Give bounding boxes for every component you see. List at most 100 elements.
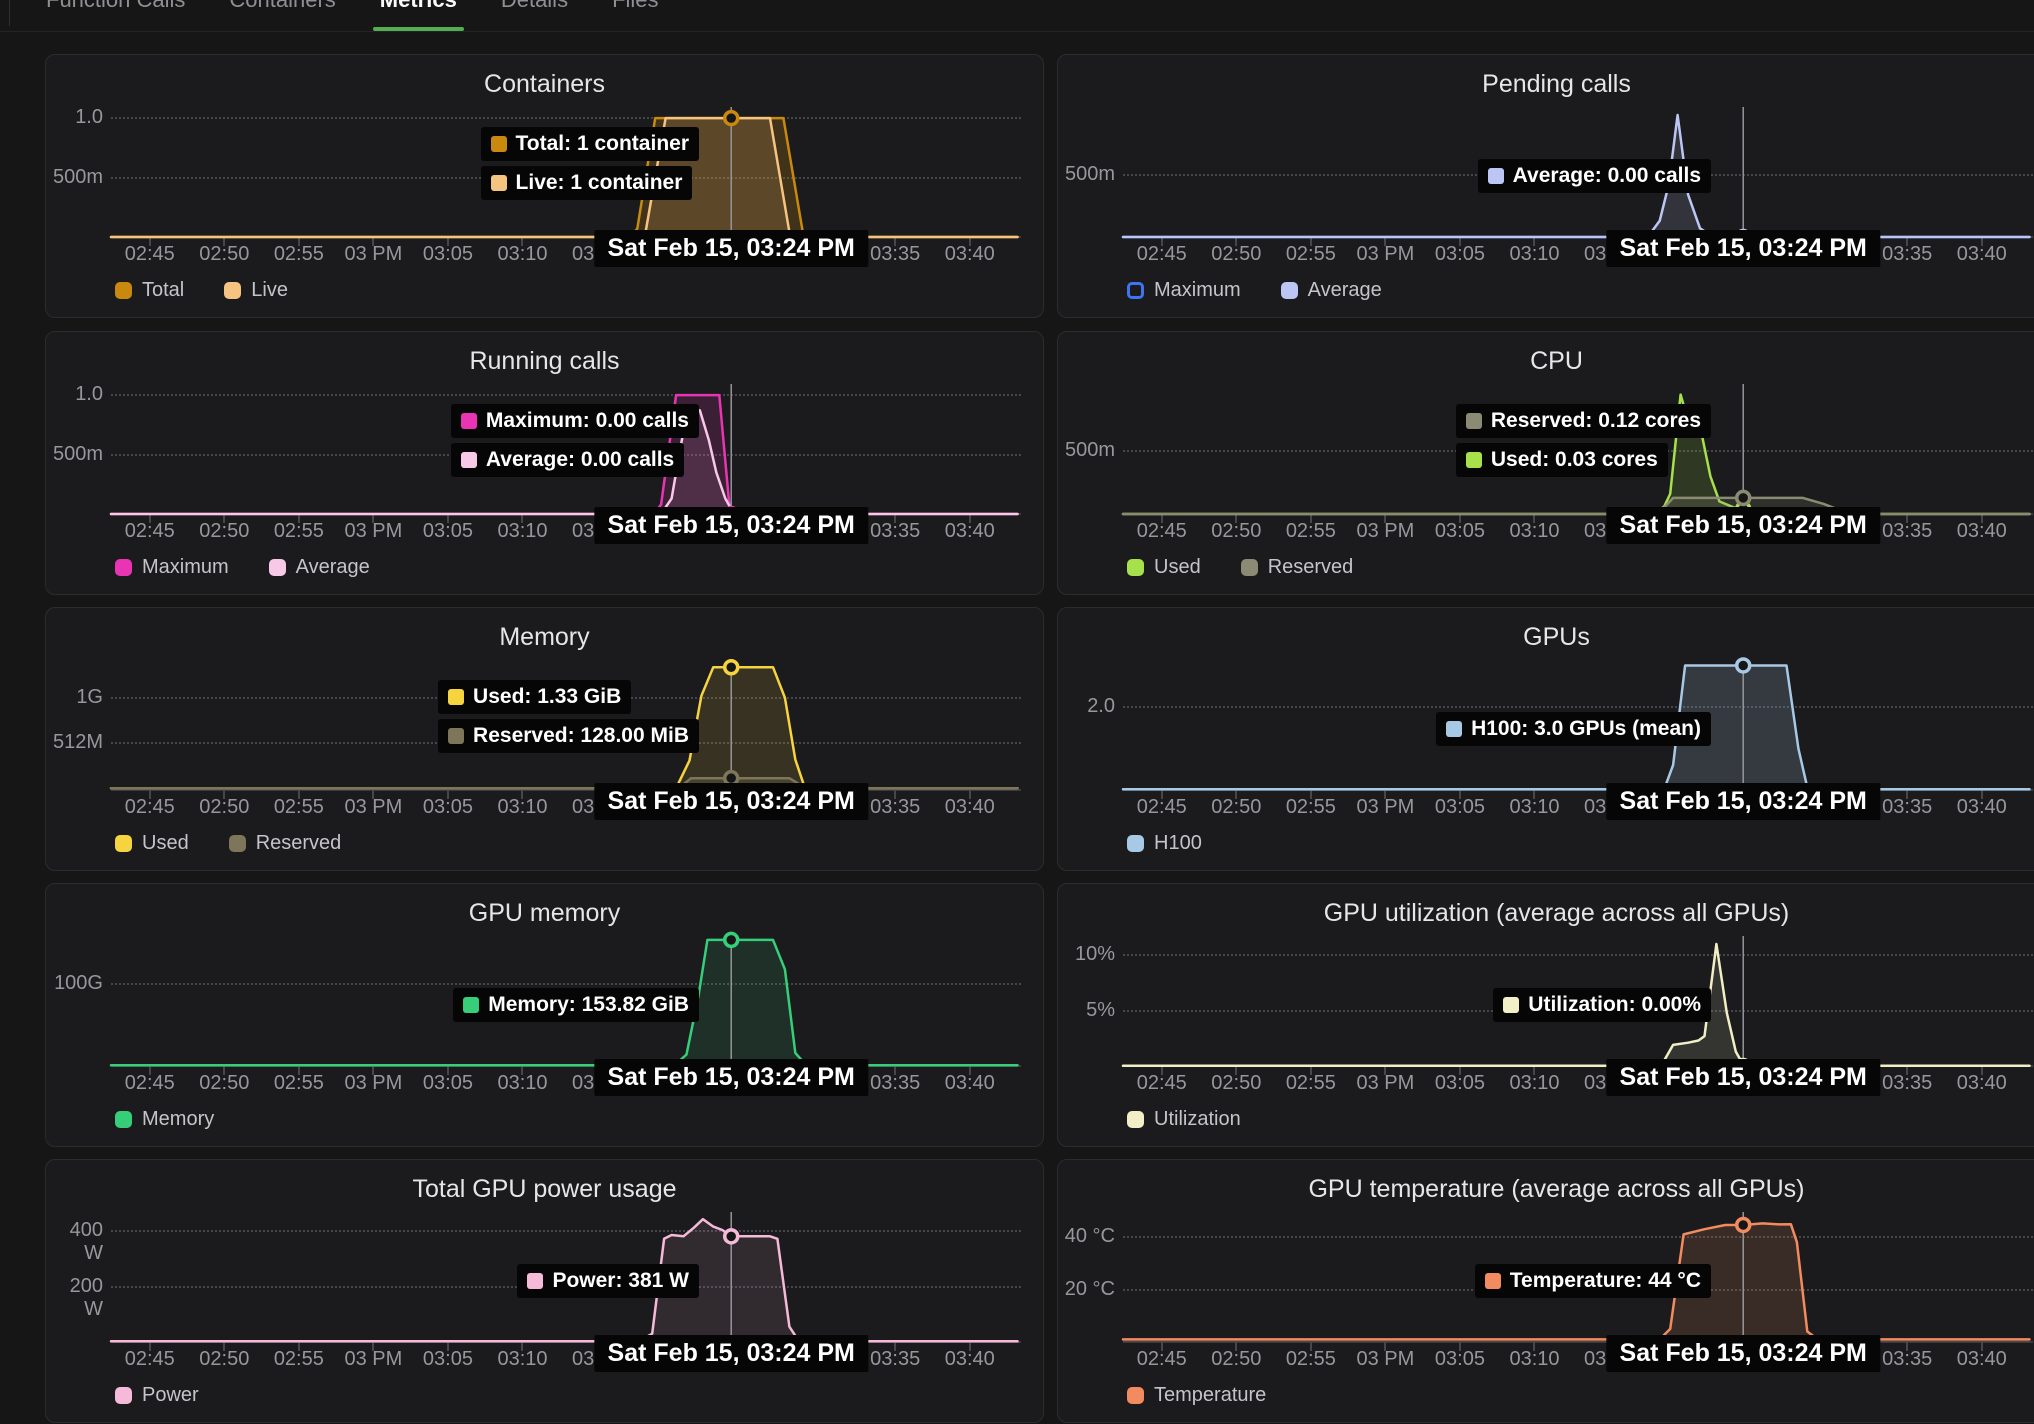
x-axis-label: 03:35 <box>1882 796 1933 818</box>
legend-item-average[interactable]: Average <box>268 556 370 579</box>
chart-tooltip-date: Sat Feb 15, 03:24 PM <box>1606 1059 1880 1096</box>
chart-legend: Maximum Average <box>115 556 370 579</box>
chart-panel-pending-calls: Pending calls 500m 02:45 02:50 02:55 03 PM 03… <box>1057 54 2034 318</box>
x-axis-tick <box>223 1342 226 1351</box>
x-axis-line <box>1123 1341 2033 1343</box>
legend-item-reserved[interactable]: Reserved <box>228 832 342 855</box>
series-area-memory <box>111 939 1018 1066</box>
tab-metrics[interactable]: Metrics <box>372 0 464 31</box>
x-axis-label: 02:55 <box>1285 243 1336 265</box>
chart-panel-gpu-memory: GPU memory 100G 02:45 02:50 02:55 03 PM 03:05… <box>45 883 1044 1147</box>
y-axis-label: 1.0 <box>75 106 103 129</box>
chart-panel-memory: Memory 1G 512M 02:45 02:50 02:55 03 PM 03:05 03… <box>45 607 1044 871</box>
chart-plot-area[interactable]: 1.0 500m 02:45 02:50 02:55 03 PM 03:05 03:10 03:… <box>46 332 1043 594</box>
chart-title: Total GPU power usage <box>412 1175 677 1203</box>
hover-marker-used <box>722 658 740 676</box>
x-axis-tick <box>148 1066 151 1075</box>
x-axis-tick <box>223 514 226 523</box>
x-axis-tick <box>968 1066 971 1075</box>
x-axis-label: 03:35 <box>870 796 921 818</box>
x-axis-label: 03:40 <box>944 796 995 818</box>
x-axis-label: 03:40 <box>1956 796 2007 818</box>
tab-files[interactable]: Files <box>612 0 658 31</box>
chart-legend: Power <box>115 1384 199 1407</box>
x-axis-label: 03 PM <box>344 1072 403 1094</box>
tooltip-row: Live: 1 container <box>480 166 693 200</box>
legend-item-reserved[interactable]: Reserved <box>1240 556 1353 579</box>
x-axis-tick <box>1980 1066 1983 1075</box>
x-axis-label: 02:55 <box>1285 796 1336 818</box>
x-axis-label: 03:10 <box>1509 796 1560 818</box>
legend-item-memory[interactable]: Memory <box>115 1108 214 1131</box>
x-axis-label: 02:50 <box>199 520 250 542</box>
tooltip-swatch-icon <box>460 452 477 468</box>
x-axis-label: 02:45 <box>1136 1072 1187 1094</box>
chart-tooltip-date: Sat Feb 15, 03:24 PM <box>594 1335 868 1372</box>
tab-list: Function Calls Containers Metrics Details Fi… <box>0 0 2034 31</box>
tab-function-calls[interactable]: Function Calls <box>46 0 185 31</box>
legend-label: Temperature <box>1154 1384 1267 1406</box>
x-axis-tick <box>1160 237 1163 246</box>
legend-label: Average <box>295 556 370 578</box>
x-axis-tick <box>1980 1342 1983 1351</box>
x-axis-label: 03:40 <box>1956 243 2007 265</box>
x-axis-label: 03 PM <box>344 243 403 265</box>
tab-details[interactable]: Details <box>501 0 568 31</box>
tab-label: Files <box>612 0 658 13</box>
x-axis-tick <box>1235 790 1238 799</box>
x-axis-label: 03:10 <box>497 243 548 265</box>
legend-item-maximum[interactable]: Maximum <box>1127 279 1241 302</box>
tab-label: Function Calls <box>46 0 185 13</box>
legend-item-used[interactable]: Used <box>115 832 189 855</box>
legend-item-used[interactable]: Used <box>1127 556 1201 579</box>
legend-swatch-icon <box>115 559 132 576</box>
tab-bar: Function Calls Containers Metrics Details Fi… <box>0 0 2034 32</box>
chart-legend: H100 <box>1127 832 1202 855</box>
chart-tooltip-date: Sat Feb 15, 03:24 PM <box>594 783 868 820</box>
chart-panel-gpu-power: Total GPU power usage 400 W 200 W 02:45 02:… <box>45 1159 1044 1423</box>
legend-item-total[interactable]: Total <box>115 279 184 302</box>
legend-item-average[interactable]: Average <box>1280 279 1382 302</box>
legend-item-maximum[interactable]: Maximum <box>115 556 229 579</box>
y-gridline <box>111 1230 1021 1233</box>
chart-tooltip: Maximum: 0.00 calls Average: 0.00 calls <box>450 404 699 477</box>
tab-bar-left-edge <box>9 0 10 26</box>
legend-item-utilization[interactable]: Utilization <box>1127 1108 1241 1131</box>
y-axis-label: 20 °C <box>1064 1277 1115 1300</box>
y-axis-label: 500m <box>52 442 103 465</box>
legend-swatch-icon <box>224 282 242 299</box>
x-axis-label: 03:05 <box>1434 520 1485 542</box>
x-axis-tick <box>1160 790 1163 799</box>
x-axis-tick <box>968 514 971 523</box>
x-axis-tick <box>1458 514 1461 523</box>
y-gridline <box>1123 705 2033 708</box>
legend-label: Reserved <box>255 832 342 854</box>
x-axis-label: 02:55 <box>1285 520 1336 542</box>
x-axis-tick <box>446 1066 449 1075</box>
x-axis-tick <box>521 514 524 523</box>
x-axis-tick <box>521 1342 524 1351</box>
legend-item-h100[interactable]: H100 <box>1127 832 1202 855</box>
chart-title: Pending calls <box>1482 70 1631 98</box>
legend-item-live[interactable]: Live <box>224 279 288 302</box>
chart-legend: Total Live <box>115 279 288 302</box>
chart-tooltip: Reserved: 0.12 cores Used: 0.03 cores <box>1455 404 1711 477</box>
tooltip-text: Used: 1.33 GiB <box>473 685 622 708</box>
legend-item-temperature[interactable]: Temperature <box>1127 1384 1266 1407</box>
chart-legend: Used Reserved <box>115 832 341 855</box>
x-axis-label: 03:35 <box>1882 520 1933 542</box>
legend-swatch-icon <box>115 835 132 852</box>
series-line-reserved <box>109 776 1019 790</box>
tab-containers[interactable]: Containers <box>229 0 335 31</box>
x-axis-tick <box>894 790 897 799</box>
x-axis-tick <box>1458 1066 1461 1075</box>
series-area-temperature <box>1123 1223 2030 1342</box>
x-axis-tick <box>223 790 226 799</box>
hover-marker-power <box>722 1228 740 1245</box>
y-axis-label: 500m <box>1064 162 1115 185</box>
chart-tooltip: Total: 1 container Live: 1 container <box>480 127 699 200</box>
legend-swatch-icon <box>1280 282 1298 299</box>
x-axis-tick <box>1384 237 1387 246</box>
series-area-used <box>111 667 1018 790</box>
legend-item-power[interactable]: Power <box>115 1384 199 1407</box>
